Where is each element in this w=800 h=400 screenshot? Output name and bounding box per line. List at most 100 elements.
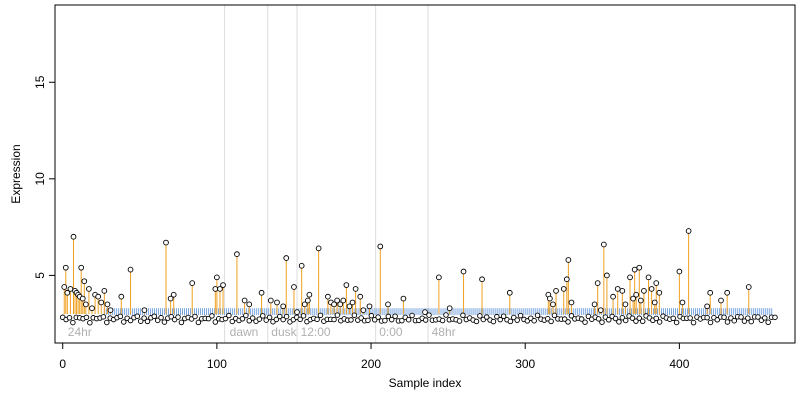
baseline-point	[765, 319, 771, 326]
baseline-point	[365, 317, 371, 324]
data-point	[212, 286, 219, 292]
y-axis-title: Expression	[9, 144, 23, 203]
data-point	[64, 289, 71, 296]
data-point	[565, 257, 572, 263]
baseline-point	[392, 313, 398, 319]
baseline-point	[616, 319, 622, 325]
data-point	[563, 276, 570, 283]
x-tick-label: 200	[361, 357, 381, 371]
data-point	[170, 291, 177, 298]
data-point	[360, 307, 367, 314]
baseline-point	[585, 313, 592, 320]
baseline-point	[426, 312, 432, 318]
baseline-point	[578, 316, 585, 322]
data-point	[553, 288, 559, 294]
baseline-point	[721, 314, 727, 321]
y-tick-label: 10	[33, 172, 47, 186]
baseline-point	[582, 319, 588, 325]
baseline-point	[422, 317, 429, 323]
data-point	[98, 299, 105, 306]
data-point	[704, 303, 710, 310]
baseline-point	[100, 314, 107, 320]
data-point	[604, 272, 610, 279]
data-point	[366, 303, 373, 310]
data-points	[59, 228, 778, 326]
data-point	[67, 286, 74, 292]
baseline-point	[673, 319, 680, 326]
baseline-point	[273, 316, 280, 323]
data-point	[568, 299, 575, 306]
data-point	[619, 288, 626, 294]
baseline-point	[456, 318, 463, 324]
baseline-point	[134, 313, 141, 319]
data-point	[400, 295, 407, 302]
region-label: 0:00	[379, 325, 403, 339]
baseline-point	[568, 313, 575, 319]
baseline-point	[500, 313, 507, 319]
data-point	[331, 301, 337, 308]
data-point	[62, 264, 69, 271]
baseline-point	[497, 316, 503, 323]
baseline-point	[731, 317, 738, 324]
y-tick-label: 5	[33, 272, 47, 279]
data-point	[291, 284, 297, 290]
region-label: dusk	[271, 325, 297, 339]
data-point	[656, 289, 663, 296]
region-labels: 24hr dawn dusk 12:00 0:00 48hr	[68, 325, 456, 339]
data-point	[167, 295, 174, 302]
data-point	[357, 293, 364, 300]
data-point	[446, 305, 453, 312]
data-point	[306, 291, 313, 298]
baseline-point	[158, 314, 164, 321]
baseline-point	[548, 318, 554, 325]
data-point	[283, 255, 290, 261]
data-point	[189, 280, 196, 286]
baseline-point	[517, 312, 524, 319]
region-label: 24hr	[68, 325, 92, 339]
baseline-point	[260, 313, 266, 319]
baseline-point	[144, 318, 151, 325]
baseline-point	[724, 319, 731, 325]
y-tick-label: 15	[33, 75, 47, 89]
data-point	[676, 268, 683, 275]
data-point	[61, 284, 68, 290]
baseline-point	[280, 316, 286, 323]
baseline-point	[494, 313, 500, 320]
baseline-point	[619, 314, 626, 321]
data-point	[107, 307, 114, 314]
data-point	[294, 309, 300, 315]
region-label: 48hr	[432, 325, 456, 339]
data-point	[679, 299, 686, 306]
baseline-point	[531, 317, 537, 324]
data-point	[707, 289, 714, 296]
baseline-point	[348, 317, 354, 323]
data-point	[636, 264, 643, 271]
baseline-point	[249, 315, 256, 321]
baseline-point	[405, 316, 412, 323]
data-point	[641, 288, 647, 294]
data-point	[315, 245, 322, 252]
baseline-point	[334, 312, 341, 318]
baseline-point	[704, 314, 710, 321]
data-point	[631, 266, 638, 273]
data-point	[560, 286, 567, 292]
data-point	[648, 286, 655, 292]
data-point	[550, 301, 556, 308]
baseline-point	[66, 315, 73, 321]
baseline-point	[409, 312, 415, 319]
baseline-point	[473, 318, 480, 325]
data-point	[241, 297, 248, 304]
baseline-point	[212, 319, 219, 325]
data-point	[304, 297, 311, 304]
data-point	[436, 274, 442, 281]
baseline-point	[599, 319, 605, 325]
data-point	[653, 280, 660, 286]
baseline-point	[514, 317, 520, 323]
baseline-point	[636, 315, 643, 321]
data-point	[460, 268, 467, 275]
region-label: 12:00	[301, 325, 331, 339]
data-point	[591, 301, 598, 308]
data-point	[610, 293, 616, 300]
baseline-point	[633, 318, 639, 324]
data-point	[70, 233, 77, 240]
